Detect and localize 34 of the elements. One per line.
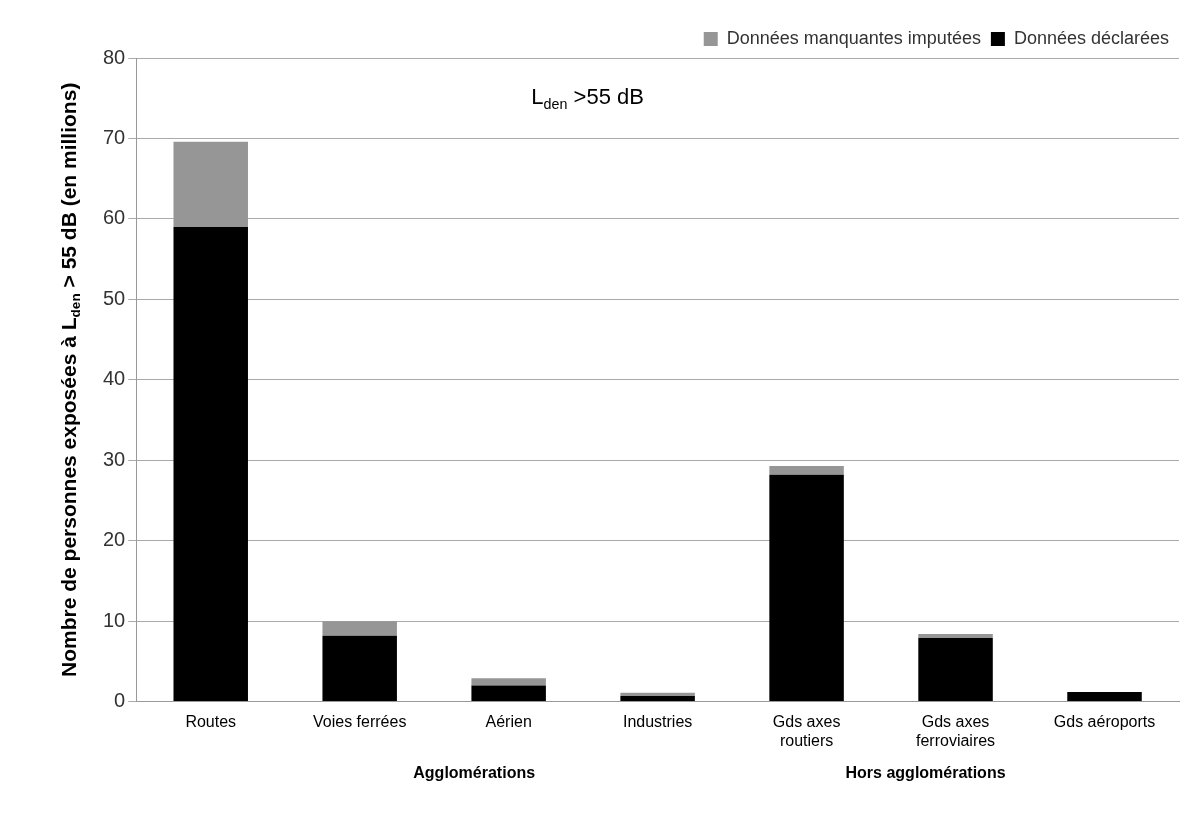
text: Hors agglomérations — [845, 764, 1006, 782]
x-tick-label: Gds axes routiers — [772, 712, 841, 749]
bar — [471, 685, 546, 702]
legend-label: Données déclarées — [1013, 27, 1170, 48]
y-tick-label: 0 — [114, 689, 126, 712]
x-tick-label: Gds axes ferroviaires — [915, 712, 996, 749]
bar — [918, 638, 993, 702]
y-tick-label: 60 — [103, 206, 126, 229]
y-tick-label: 80 — [103, 45, 126, 68]
bar — [769, 474, 844, 702]
bar — [322, 621, 397, 636]
y-tick-label: 30 — [103, 447, 126, 470]
legend-label: Données manquantes imputées — [726, 27, 981, 48]
bar — [322, 635, 397, 702]
bar — [918, 634, 993, 639]
y-tick-label: 40 — [103, 367, 126, 390]
x-tick-label: Industries — [622, 712, 693, 730]
text: Agglomérations — [413, 764, 536, 782]
y-tick-label: 20 — [103, 528, 126, 551]
x-tick-label: Aérien — [485, 712, 532, 730]
bar — [620, 695, 695, 702]
y-tick-label: 10 — [103, 608, 126, 631]
bar — [1067, 691, 1142, 702]
bar — [471, 678, 546, 686]
bar — [769, 465, 844, 475]
bar — [173, 141, 248, 227]
y-tick-label: 50 — [103, 286, 126, 309]
x-tick-label: Gds aéroports — [1053, 712, 1156, 730]
x-tick-label: Voies ferrées — [313, 712, 407, 730]
y-axis-title: Nombre de personnes exposées à Lden > 55 dB (en millions) — [56, 82, 84, 677]
bar — [173, 226, 248, 702]
y-tick-label: 70 — [103, 125, 126, 148]
bar — [620, 692, 695, 696]
x-tick-label: Routes — [185, 712, 237, 730]
